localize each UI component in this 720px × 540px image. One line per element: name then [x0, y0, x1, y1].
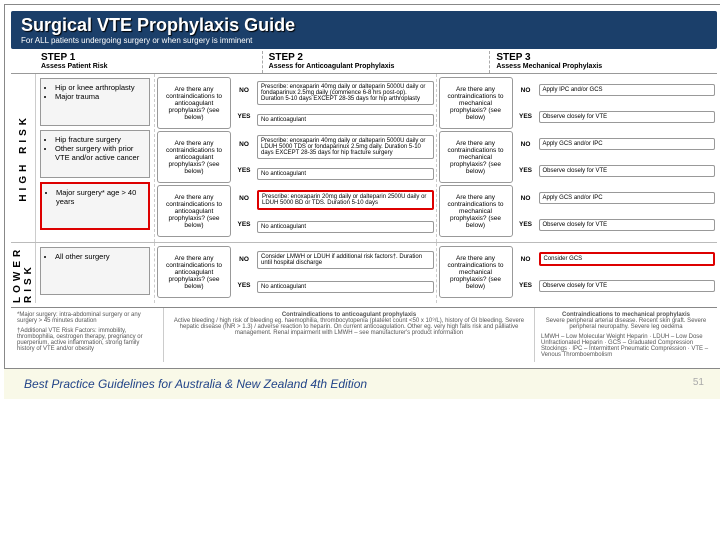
decision-box: Are there any contraindications to mecha…: [439, 246, 513, 298]
outcome-yes: Observe closely for VTE: [539, 111, 716, 123]
outcome-yes: No anticoagulant: [257, 168, 434, 180]
flow-row: Are there any contraindications to antic…: [157, 131, 434, 183]
flow-row: Are there any contraindications to mecha…: [439, 131, 716, 183]
caption-bar: Best Practice Guidelines for Australia &…: [4, 369, 720, 399]
title-bar: Surgical VTE Prophylaxis Guide For ALL p…: [11, 11, 717, 49]
guide-title: Surgical VTE Prophylaxis Guide: [21, 15, 707, 36]
step-2-num: STEP 2: [269, 52, 484, 63]
footer-major: *Major surgery: intra-abdominal surgery …: [17, 312, 157, 324]
outcome-no: Consider GCS: [539, 252, 716, 266]
risk-category-box: Major surgery* age > 40 years: [40, 182, 150, 230]
step-3-label: Assess Mechanical Prophylaxis: [496, 63, 711, 70]
caption-text: Best Practice Guidelines for Australia &…: [24, 377, 367, 391]
step-1-num: STEP 1: [41, 52, 256, 63]
flow-row: Are there any contraindications to antic…: [157, 77, 434, 129]
high-risk-label: HIGH RISK: [11, 74, 36, 242]
outcome-no: Apply GCS and/or IPC: [539, 192, 716, 204]
lower-risk-label: LOWER RISK: [11, 243, 36, 303]
outcome-yes: No anticoagulant: [257, 221, 434, 233]
outcome-no: Consider LMWH or LDUH if additional risk…: [257, 251, 434, 269]
decision-box: Are there any contraindications to mecha…: [439, 77, 513, 129]
outcome-yes: Observe closely for VTE: [539, 165, 716, 177]
flow-row: Are there any contraindications to antic…: [157, 246, 434, 298]
flow-row: Are there any contraindications to mecha…: [439, 77, 716, 129]
outcome-no: Apply GCS and/or IPC: [539, 138, 716, 150]
decision-box: Are there any contraindications to mecha…: [439, 131, 513, 183]
decision-box: Are there any contraindications to antic…: [157, 246, 231, 298]
risk-category-box: All other surgery: [40, 247, 150, 295]
decision-box: Are there any contraindications to mecha…: [439, 185, 513, 237]
risk-category-box: Hip or knee arthroplastyMajor trauma: [40, 78, 150, 126]
step-header-row: STEP 1 Assess Patient Risk STEP 2 Assess…: [11, 51, 717, 74]
slide-frame: Surgical VTE Prophylaxis Guide For ALL p…: [4, 4, 720, 369]
guide-subtitle: For ALL patients undergoing surgery or w…: [21, 36, 707, 45]
outcome-yes: No anticoagulant: [257, 281, 434, 293]
step-1-label: Assess Patient Risk: [41, 63, 256, 70]
risk-category-box: Hip fracture surgeryOther surgery with p…: [40, 130, 150, 178]
outcome-no: Prescribe: enoxaparin 20mg daily or dalt…: [257, 190, 434, 210]
outcome-no: Apply IPC and/or GCS: [539, 84, 716, 96]
guide-chart: Surgical VTE Prophylaxis Guide For ALL p…: [11, 11, 717, 362]
decision-box: Are there any contraindications to antic…: [157, 77, 231, 129]
footer-notes: *Major surgery: intra-abdominal surgery …: [11, 307, 717, 362]
footer-contra-mech-body: Severe peripheral arterial disease. Rece…: [546, 318, 706, 330]
footer-contra-ac-body: Active bleeding / high risk of bleeding …: [174, 318, 524, 336]
flow-row: Are there any contraindications to mecha…: [439, 246, 716, 298]
step-2-label: Assess for Anticoagulant Prophylaxis: [269, 63, 484, 70]
outcome-yes: Observe closely for VTE: [539, 280, 716, 292]
step-3-num: STEP 3: [496, 52, 711, 63]
outcome-yes: No anticoagulant: [257, 114, 434, 126]
decision-box: Are there any contraindications to antic…: [157, 185, 231, 237]
flow-row: Are there any contraindications to mecha…: [439, 185, 716, 237]
outcome-yes: Observe closely for VTE: [539, 219, 716, 231]
decision-box: Are there any contraindications to antic…: [157, 131, 231, 183]
high-risk-region: HIGH RISK Hip or knee arthroplastyMajor …: [11, 74, 717, 242]
outcome-no: Prescribe: enoxaparin 40mg daily or dalt…: [257, 81, 434, 105]
outcome-no: Prescribe: enoxaparin 40mg daily or dalt…: [257, 135, 434, 159]
footer-additional: †Additional VTE Risk Factors: immobility…: [17, 328, 157, 352]
lower-risk-region: LOWER RISK All other surgery Are there a…: [11, 243, 717, 303]
flow-row: Are there any contraindications to antic…: [157, 185, 434, 237]
footer-key: LMWH – Low Molecular Weight Heparin · LD…: [541, 334, 711, 358]
page-number: 51: [693, 377, 704, 391]
